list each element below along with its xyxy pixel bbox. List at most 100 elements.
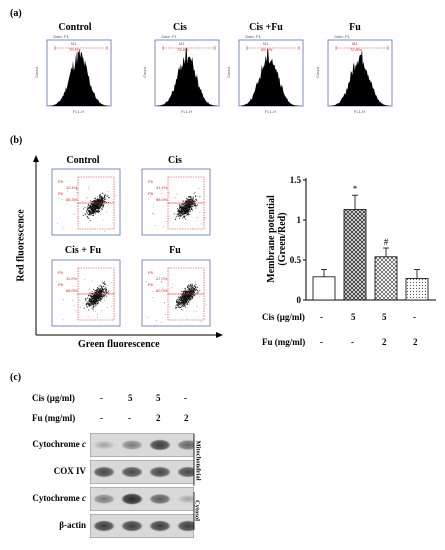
bar-chart-ylabel-line1: Membrane potential [266,195,277,283]
blot-cis-value-0: - [100,393,103,403]
panel-a-header-cis: Cis [173,22,187,33]
blot-label-3: β-actin [22,520,86,530]
scatter-title-control: Control [66,155,100,166]
histogram-gate-label: Gate: P1 [53,34,69,39]
blot-label-italic: c [82,493,86,503]
panel-a-label: (a) [10,8,22,19]
scatter-gate-p5-percent: 17.0% [156,276,168,281]
blot-fu-value-2: 2 [156,413,161,423]
blot-label-text: Cytochrome [32,493,82,503]
histogram-percent: 75.4% [177,47,189,52]
blot-band-1-2 [148,466,172,478]
histogram-percent: 65.6% [261,47,273,52]
blot-band-2-1 [120,492,144,506]
blot-label-text: Cytochrome [32,439,82,449]
bar-0 [312,276,336,301]
histogram-2: Gate: P1 M1 65.6% Count FL1-H [225,34,307,118]
fraction-label-mitochondrial: Mitochondrial [194,440,202,481]
panel-a-header-cis-fu: Cis +Fu [249,22,283,33]
scatter-gate-p6-label: P6 [58,282,63,287]
significance-mark-1: * [353,184,358,194]
histogram-xlabel: FL1-H [73,109,85,114]
histogram-gate-label: Gate: P1 [334,34,350,39]
histogram-ylabel: Count [141,67,147,78]
histogram-xlabel: FL1-H [181,109,193,114]
histogram-0: Gate: P1 M1 70.5% Count FL1-H [34,34,115,118]
fraction-brackets [193,434,195,530]
scatter-gate-p5-label: P5 [58,270,63,275]
membrane-potential-bar-chart: 0 0.5 1 1.5 * # [290,175,436,305]
histogram-ylabel: Count [314,67,320,78]
histogram-gate-label: Gate: P1 [245,34,261,39]
bar-cis-value-3: - [413,312,416,322]
bar-cis-row-label: Cis (μg/ml) [262,312,305,322]
blot-strip-1 [90,460,194,484]
blot-label-2: Cytochrome c [22,493,86,503]
histogram-gate-label: Gate: P1 [161,34,177,39]
blot-band-2-2 [148,493,172,505]
blot-cis-row-label: Cis (μg/ml) [32,393,75,403]
scatter-svg-0 [51,168,121,236]
blot-band-0-2 [148,438,172,452]
scatter-title-fu: Fu [169,245,181,256]
scatter-plot-3: P5 17.0% P6 82.0% [140,258,212,328]
blot-band-3-3 [176,519,194,533]
bar-fu-value-0: - [320,337,323,347]
significance-mark-2: # [384,237,389,247]
scatter-gate-p6-percent: 82.0% [156,288,168,293]
blot-fu-value-0: - [100,413,103,423]
histogram-marker-label: M1 [263,41,269,46]
bar-ytick-label-3: 1.5 [290,175,302,185]
scatter-gate-p6-percent: 88.0% [66,288,78,293]
bar-fu-row-label: Fu (mg/ml) [262,337,306,347]
bar-ytick-label-1: 0.5 [290,255,302,265]
scatter-gate-p6-label: P6 [58,191,63,196]
panel-b-scatter-axes [33,155,223,338]
histogram-xlabel: FL1-H [265,109,277,114]
blot-label-0: Cytochrome c [22,439,86,449]
scatter-title-cis: Cis [168,155,182,166]
bar-ytick-label-0: 0 [297,295,302,305]
scatter-gate-p6-percent: 58.0% [156,197,168,202]
panel-a-header-fu: Fu [349,22,361,33]
scatter-gate-p5-label: P5 [148,179,153,184]
blot-band-2-0 [92,493,116,505]
histogram-xlabel: FL1-H [354,109,366,114]
histogram-ylabel: Count [225,67,231,78]
scatter-gate-p6-percent: 88.3% [66,197,78,202]
histogram-percent: 70.5% [69,47,81,52]
blot-band-1-3 [176,466,194,478]
blot-band-3-1 [120,519,144,533]
bar-fu-value-1: - [351,337,354,347]
bar-fu-value-3: 2 [413,337,418,347]
blot-band-0-1 [120,439,144,451]
scatter-gate-p5-label: P5 [148,270,153,275]
blot-label-text: COX IV [53,466,86,476]
histogram-plot-2 [238,39,304,107]
scatter-plot-1: P5 41.1% P6 58.0% [140,167,212,237]
scatter-svg-2 [51,259,121,327]
bar-2 [374,256,398,301]
scatter-svg-3 [141,259,211,327]
scatter-title-cis-fu: Cis + Fu [64,245,102,256]
bar-3 [405,278,429,301]
blot-band-0-0 [92,440,116,450]
scatter-svg-1 [141,168,211,236]
blot-band-2-3 [176,494,194,504]
blot-label-1: COX IV [22,466,86,476]
blot-strip-0 [90,433,194,457]
blot-strip-3 [90,514,194,538]
panel-b-label: (b) [10,135,23,146]
scatter-gate-p5-percent: 41.1% [156,185,168,190]
histogram-marker-label: M1 [71,41,77,46]
blot-band-0-3 [176,439,194,451]
fraction-label-cytosol: Cytosol [193,500,201,521]
histogram-marker-label: M1 [352,41,358,46]
blot-label-text: β-actin [59,520,86,530]
scatter-plot-2: P5 11.0% P6 88.0% [50,258,122,328]
blot-cis-value-2: 5 [156,393,161,403]
bar-cis-value-2: 5 [382,312,387,322]
bar-cis-value-1: 5 [351,312,356,322]
histogram-plot-1 [154,39,220,107]
y-axis-label-red-fluorescence: Red fluorescence [15,209,27,282]
